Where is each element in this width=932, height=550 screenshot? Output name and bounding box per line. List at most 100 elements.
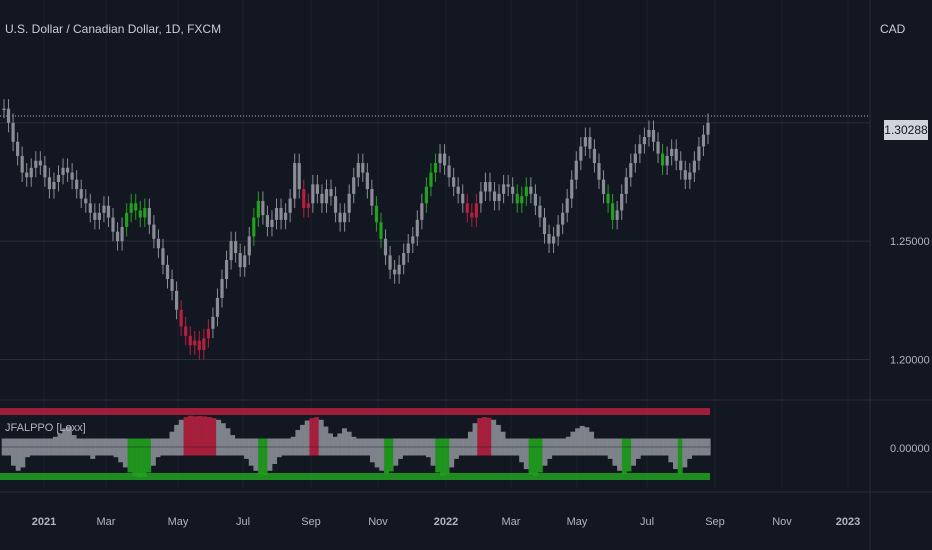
indicator-bar xyxy=(579,425,585,456)
candle-body xyxy=(529,186,533,194)
candle-body xyxy=(261,200,265,216)
indicator-bar xyxy=(397,438,403,459)
indicator-bar xyxy=(258,438,264,475)
indicator-bar xyxy=(584,427,590,456)
indicator-bar xyxy=(164,438,170,456)
candle-body xyxy=(84,198,88,204)
candle-body xyxy=(620,193,624,211)
indicator-bar xyxy=(80,438,86,456)
indicator-bar xyxy=(575,428,581,456)
candle-body xyxy=(2,108,6,111)
candle-body xyxy=(597,163,601,180)
indicator-bar xyxy=(491,419,497,456)
indicator-bar xyxy=(85,438,91,456)
candle-body xyxy=(311,184,315,204)
indicator-bar xyxy=(118,438,124,463)
indicator-bar xyxy=(300,424,306,456)
candle-body xyxy=(188,335,192,346)
indicator-bar xyxy=(393,438,399,466)
candle-body xyxy=(206,328,210,339)
candle-body xyxy=(324,189,329,204)
indicator-bar xyxy=(248,438,254,466)
candle-body xyxy=(406,243,410,253)
candle-body xyxy=(143,208,147,218)
x-tick-label: 2021 xyxy=(32,516,56,528)
indicator-bar xyxy=(146,438,152,473)
indicator-bar xyxy=(155,438,161,458)
candle-body xyxy=(302,189,306,209)
candle-body xyxy=(651,129,656,142)
candle-body xyxy=(629,163,633,178)
candle-body xyxy=(492,191,497,201)
indicator-bar xyxy=(537,438,543,473)
candle-body xyxy=(343,212,347,223)
indicator-bar xyxy=(150,438,156,466)
candle-body xyxy=(533,193,538,206)
candle-body xyxy=(93,212,97,220)
indicator-bar xyxy=(481,417,487,456)
upper-band xyxy=(0,408,710,415)
candle-body xyxy=(274,208,279,220)
candle-body xyxy=(633,153,637,164)
candle-body xyxy=(147,208,151,225)
candle-body xyxy=(320,193,324,204)
indicator-bar xyxy=(272,438,278,464)
candle-body xyxy=(38,160,42,166)
candle-body xyxy=(624,177,628,194)
indicator-bar xyxy=(332,436,338,456)
candle-body xyxy=(75,179,79,190)
candle-body xyxy=(479,191,483,204)
indicator-bar xyxy=(234,438,240,456)
x-tick-label: Sep xyxy=(301,516,321,528)
candle-body xyxy=(293,163,297,199)
candle-body xyxy=(674,148,678,161)
axes: 2021 Mar May Jul Sep Nov 2022 Mar May Jul Sep Nov 20… xyxy=(32,236,930,528)
indicator-bar xyxy=(57,433,63,456)
candle-body xyxy=(483,182,488,192)
indicator-bar xyxy=(337,433,343,456)
indicator-bar xyxy=(570,431,576,456)
candle-body xyxy=(211,316,215,329)
candle-body xyxy=(184,326,188,336)
indicator-bar xyxy=(374,438,380,468)
indicator-bar xyxy=(668,438,674,463)
candle-body xyxy=(224,260,229,280)
candle-body xyxy=(556,224,560,237)
candle-body xyxy=(692,160,696,173)
candle-body xyxy=(438,153,442,164)
indicator-bar xyxy=(444,438,450,475)
indicator-bar xyxy=(276,438,282,458)
indicator-bar xyxy=(216,419,222,456)
candle-body xyxy=(20,155,24,173)
candle-body xyxy=(156,238,161,249)
indicator-bar xyxy=(369,438,375,463)
candle-body xyxy=(442,153,447,166)
indicator-bar xyxy=(565,436,571,456)
indicator-bar xyxy=(295,430,301,456)
candle-body xyxy=(415,219,419,237)
candle-body xyxy=(502,184,506,194)
candle-body xyxy=(456,186,460,194)
candle-body xyxy=(352,177,356,194)
indicator-bar xyxy=(43,438,49,456)
indicator-bar xyxy=(174,424,180,456)
y-tick-label: 1.20000 xyxy=(890,355,930,367)
indicator-bar xyxy=(286,438,292,456)
candle-body xyxy=(683,170,687,180)
candle-body xyxy=(697,146,701,161)
indicator-bar xyxy=(230,435,236,456)
indicator-bar xyxy=(705,438,711,456)
indicator-bar xyxy=(136,438,142,478)
candle-body xyxy=(433,163,438,173)
candle-body xyxy=(238,253,242,268)
y-tick-label: 1.25000 xyxy=(890,236,930,248)
indicator-bar xyxy=(514,438,520,456)
indicator-bar xyxy=(467,431,473,456)
indicator-bar xyxy=(682,438,688,468)
candle-body xyxy=(197,340,201,351)
candle-body xyxy=(402,253,406,265)
candle-body xyxy=(25,172,29,178)
candle-body xyxy=(165,264,170,280)
candle-body xyxy=(220,279,224,298)
